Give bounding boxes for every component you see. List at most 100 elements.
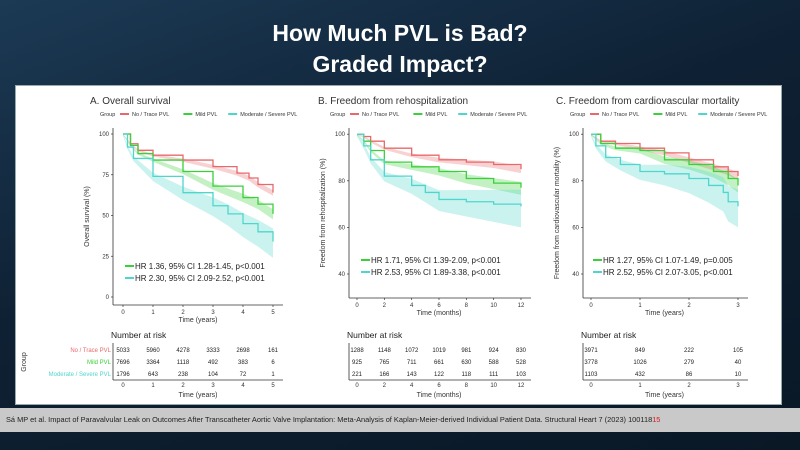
y-tick-label: 40: [338, 272, 345, 278]
risk-value: 924: [489, 348, 500, 354]
x-axis-label: Time (months): [417, 310, 462, 317]
risk-value: 1026: [633, 360, 647, 366]
legend-item: No / Trace PVL: [132, 112, 169, 118]
km-curve: [357, 133, 522, 170]
risk-value: 3364: [146, 360, 160, 366]
citation-page: 15: [652, 415, 661, 424]
risk-value: 103: [516, 372, 527, 378]
risk-value: 72: [240, 372, 247, 378]
risk-x-tick-label: 0: [121, 383, 125, 389]
hazard-ratio-annotation: HR 2.53, 95% CI 1.89-3.38, p<0.001: [371, 268, 501, 277]
ci-band: [357, 134, 521, 195]
x-tick-label: 4: [241, 310, 245, 316]
x-tick-label: 8: [465, 303, 469, 309]
risk-x-tick-label: 4: [241, 383, 245, 389]
y-axis-label: Freedom from rehospitalization (%): [320, 158, 327, 267]
risk-value: 925: [352, 360, 363, 366]
legend-title: Group: [330, 112, 345, 118]
risk-value: 3333: [206, 348, 220, 354]
risk-value: 1: [271, 372, 275, 378]
risk-value: 5960: [146, 348, 160, 354]
ci-band: [591, 134, 738, 228]
risk-value: 981: [461, 348, 472, 354]
risk-value: 765: [379, 360, 390, 366]
x-axis-label: Time (years): [645, 310, 684, 317]
ci-band: [123, 134, 273, 220]
risk-x-tick-label: 3: [736, 383, 740, 389]
hazard-ratio-annotation: HR 1.27, 95% CI 1.07-1.49, p=0.005: [603, 256, 733, 265]
citation-text: Sá MP et al. Impact of Paravalvular Leak…: [6, 415, 653, 424]
risk-x-tick-label: 4: [410, 383, 414, 389]
x-tick-label: 0: [589, 303, 593, 309]
y-tick-label: 100: [99, 132, 110, 138]
hazard-ratio-annotation: HR 2.30, 95% CI 2.09-2.52, p<0.001: [135, 274, 265, 283]
risk-x-tick-label: 2: [687, 383, 691, 389]
x-tick-label: 2: [687, 303, 691, 309]
x-tick-label: 0: [121, 310, 125, 316]
km-curve: [123, 133, 274, 214]
risk-value: 4278: [176, 348, 190, 354]
y-tick-label: 100: [569, 132, 580, 138]
risk-x-axis-label: Time (years): [645, 392, 684, 399]
km-curve: [591, 133, 739, 207]
risk-group-label: Group: [21, 352, 28, 372]
km-curve: [123, 133, 274, 193]
hazard-ratio-annotation: HR 1.71, 95% CI 1.39-2.09, p<0.001: [371, 256, 501, 265]
risk-value: 3778: [584, 360, 598, 366]
risk-value: 104: [208, 372, 219, 378]
risk-value: 643: [148, 372, 159, 378]
risk-value: 588: [489, 360, 500, 366]
y-tick-label: 0: [106, 295, 110, 301]
risk-x-axis-label: Time (years): [178, 392, 217, 399]
risk-value: 1019: [432, 348, 446, 354]
risk-row-label: Mild PVL: [87, 360, 112, 366]
risk-value: 1796: [116, 372, 130, 378]
risk-value: 432: [635, 372, 646, 378]
citation-bar: Sá MP et al. Impact of Paravalvular Leak…: [0, 408, 800, 432]
risk-x-tick-label: 10: [490, 383, 497, 389]
risk-value: 383: [238, 360, 249, 366]
risk-value: 6: [271, 360, 275, 366]
chart-title: C. Freedom from cardiovascular mortality: [556, 96, 739, 107]
risk-x-tick-label: 3: [211, 383, 215, 389]
risk-value: 222: [684, 348, 695, 354]
risk-table-title: Number at risk: [347, 330, 403, 340]
x-tick-label: 0: [355, 303, 359, 309]
x-tick-label: 5: [271, 310, 275, 316]
y-tick-label: 60: [572, 225, 579, 231]
x-tick-label: 3: [211, 310, 215, 316]
legend-item: Mild PVL: [665, 112, 687, 118]
ci-band: [357, 134, 521, 228]
risk-x-tick-label: 8: [465, 383, 469, 389]
x-axis-label: Time (years): [178, 317, 217, 324]
y-tick-label: 80: [338, 179, 345, 185]
km-curve: [357, 133, 522, 188]
risk-x-tick-label: 5: [271, 383, 275, 389]
km-curve: [591, 133, 739, 186]
y-tick-label: 75: [102, 173, 109, 179]
risk-value: 221: [352, 372, 363, 378]
y-tick-label: 40: [572, 272, 579, 278]
risk-value: 143: [407, 372, 418, 378]
risk-value: 10: [735, 372, 742, 378]
y-tick-label: 100: [335, 132, 346, 138]
slide-title-line-2: Graded Impact?: [312, 51, 488, 77]
risk-value: 1148: [378, 348, 392, 354]
risk-x-tick-label: 0: [355, 383, 359, 389]
y-tick-label: 50: [102, 214, 109, 220]
legend-item: No / Trace PVL: [362, 112, 399, 118]
risk-value: 40: [735, 360, 742, 366]
ci-band: [123, 134, 273, 196]
y-tick-label: 80: [572, 179, 579, 185]
risk-x-tick-label: 6: [437, 383, 441, 389]
risk-value: 1288: [350, 348, 364, 354]
risk-value: 279: [684, 360, 695, 366]
legend-item: Mild PVL: [195, 112, 217, 118]
x-tick-label: 4: [410, 303, 414, 309]
x-tick-label: 2: [383, 303, 387, 309]
ci-band: [591, 134, 738, 181]
ci-band: [123, 134, 273, 258]
km-curve: [123, 133, 274, 242]
figure-panel: [15, 85, 782, 405]
y-tick-label: 25: [102, 254, 109, 260]
